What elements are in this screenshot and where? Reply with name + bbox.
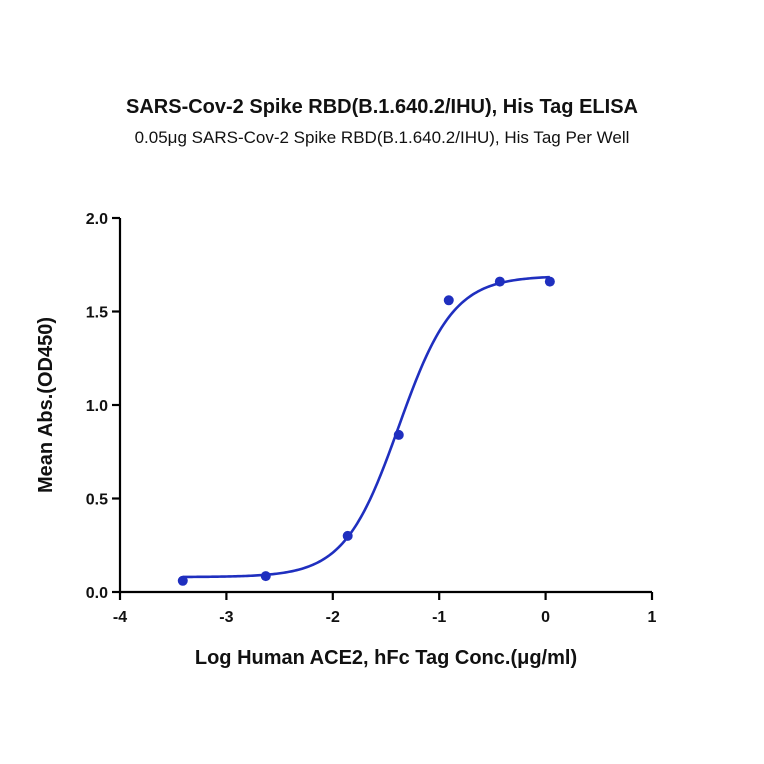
y-tick-label: 1.5 bbox=[86, 305, 108, 322]
chart-title: SARS-Cov-2 Spike RBD(B.1.640.2/IHU), His… bbox=[126, 96, 638, 118]
x-tick-label: -3 bbox=[219, 609, 233, 626]
x-tick-label: 1 bbox=[648, 609, 657, 626]
y-tick-label: 0.5 bbox=[86, 492, 108, 509]
y-axis-title: Mean Abs.(OD450) bbox=[35, 317, 57, 493]
y-tick-label: 2.0 bbox=[86, 211, 108, 228]
data-point bbox=[443, 295, 454, 306]
data-point bbox=[260, 571, 271, 582]
fit-curve-layer bbox=[182, 275, 550, 579]
fit-curve bbox=[182, 275, 550, 579]
x-tick-label: 0 bbox=[541, 609, 550, 626]
data-point bbox=[177, 575, 188, 586]
data-point bbox=[544, 276, 555, 287]
chart-subtitle: 0.05μg SARS-Cov-2 Spike RBD(B.1.640.2/IH… bbox=[134, 128, 630, 147]
x-axis-title: Log Human ACE2, hFc Tag Conc.(μg/ml) bbox=[195, 647, 577, 669]
y-tick-label: 0.0 bbox=[86, 585, 108, 602]
x-tick-label: -2 bbox=[326, 609, 340, 626]
data-points-layer bbox=[177, 276, 555, 586]
x-tick-label: -4 bbox=[113, 609, 127, 626]
data-point bbox=[393, 429, 404, 440]
data-point bbox=[342, 530, 353, 541]
y-tick-label: 1.0 bbox=[86, 398, 108, 415]
axes: 0.0 0.5 1.0 1.5 2.0 -4 -3 -2 -1 0 1 bbox=[86, 211, 657, 626]
data-point bbox=[494, 276, 505, 287]
x-tick-label: -1 bbox=[432, 609, 446, 626]
